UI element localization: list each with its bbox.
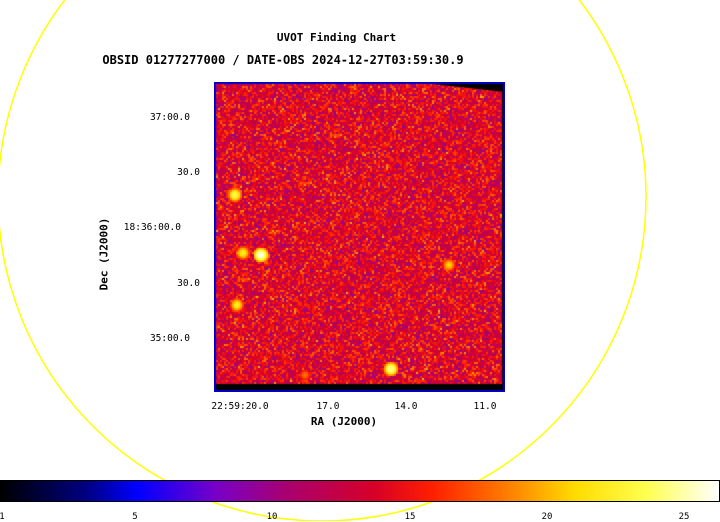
x-axis-label: RA (J2000) — [310, 415, 378, 428]
colorbar-tick-label: 1 — [0, 512, 5, 522]
chart-title: UVOT Finding Chart — [276, 31, 397, 44]
colorbar — [0, 480, 720, 502]
y-tick-label: 35:00.0 — [149, 333, 190, 344]
colorbar-tick-label: 15 — [404, 512, 416, 522]
y-tick-label: 30.0 — [177, 167, 200, 178]
y-tick-label: 37:00.0 — [149, 112, 190, 123]
colorbar-tick-label: 5 — [132, 512, 138, 522]
colorbar-tick-label: 20 — [541, 512, 553, 522]
uvot-image — [214, 82, 505, 392]
x-tick-label: 11.0 — [473, 401, 497, 412]
x-tick-label: 17.0 — [316, 401, 340, 412]
colorbar-tick-label: 10 — [266, 512, 278, 522]
colorbar-tick-label: 25 — [678, 512, 690, 522]
y-axis-label: Dec (J2000) — [97, 217, 111, 291]
y-tick-label: 30.0 — [177, 278, 200, 289]
chart-subtitle: OBSID 01277277000 / DATE-OBS 2024-12-27T… — [102, 53, 464, 67]
x-tick-label: 14.0 — [394, 401, 418, 412]
x-tick-label: 22:59:20.0 — [211, 401, 269, 412]
y-tick-label: 18:36:00.0 — [123, 222, 181, 233]
